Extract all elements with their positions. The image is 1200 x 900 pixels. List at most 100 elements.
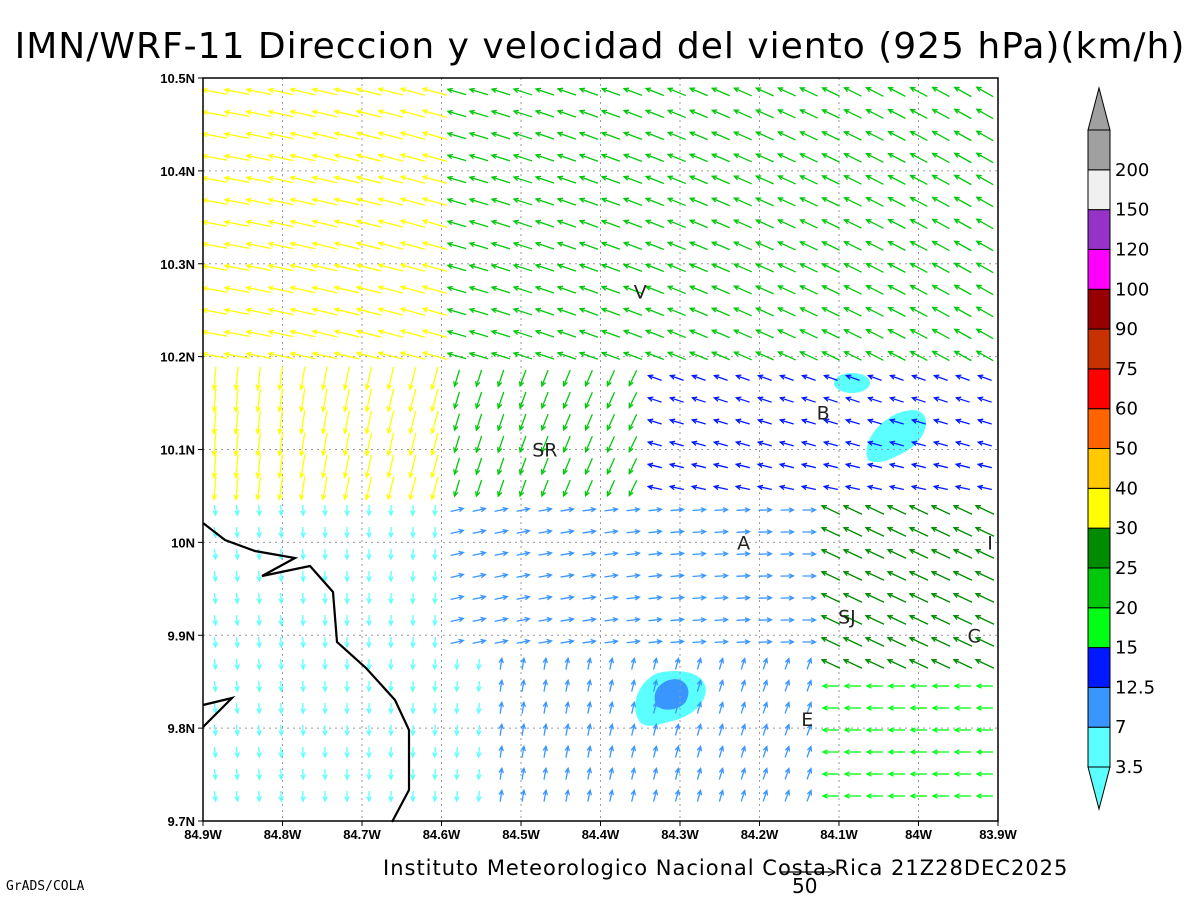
wind-vector-head <box>612 616 619 623</box>
wind-vector-head <box>674 700 681 708</box>
wind-vector-head <box>887 218 894 225</box>
wind-vector-head <box>223 197 230 204</box>
wind-vector <box>497 391 505 409</box>
wind-vector <box>431 366 439 390</box>
wind-vector-head <box>608 678 615 686</box>
wind-vector <box>976 284 994 296</box>
wind-vector <box>224 177 250 183</box>
wind-vector <box>302 592 304 604</box>
wind-vector-head <box>806 789 813 796</box>
wind-vector <box>447 220 467 228</box>
wind-vector-head <box>421 175 429 181</box>
wind-vector-head <box>546 638 553 645</box>
wind-vector <box>469 220 489 228</box>
wind-vector <box>279 658 283 670</box>
wind-vector <box>800 197 818 207</box>
colorbar-label: 3.5 <box>1115 757 1144 778</box>
wind-vector <box>865 527 885 537</box>
wind-vector <box>976 240 994 252</box>
wind-vector-head <box>568 594 575 601</box>
wind-vector-head <box>255 384 261 391</box>
wind-vector <box>387 454 395 478</box>
wind-vector-head <box>634 638 641 645</box>
wind-vector-head <box>668 440 676 446</box>
wind-vector <box>409 476 417 500</box>
wind-vector-head <box>732 175 740 181</box>
wind-vector <box>866 175 884 185</box>
wind-vector-head <box>446 329 453 336</box>
wind-vector <box>692 441 706 447</box>
wind-vector <box>822 219 840 229</box>
wind-vector-head <box>584 446 590 454</box>
wind-vector-head <box>512 153 520 159</box>
wind-vector-head <box>322 708 328 715</box>
x-tick-label: 84.5W <box>502 827 540 842</box>
wind-vector-head <box>788 529 795 535</box>
wind-vector-head <box>490 175 497 182</box>
wind-vector-head <box>520 700 526 708</box>
wind-vector <box>224 353 250 359</box>
wind-vector <box>648 485 662 491</box>
wind-vector-head <box>688 153 696 159</box>
wind-vector <box>475 435 483 453</box>
wind-vector-head <box>421 153 429 159</box>
wind-vector-head <box>600 175 608 181</box>
wind-vector <box>246 198 272 206</box>
wind-vector <box>334 88 360 96</box>
wind-vector-head <box>311 351 318 357</box>
wind-vector <box>557 88 577 96</box>
wind-vector <box>422 219 448 229</box>
wind-vector <box>344 410 350 434</box>
wind-vector <box>290 220 316 228</box>
wind-vector-head <box>710 329 718 335</box>
wind-vector-head <box>931 749 938 755</box>
wind-vector <box>257 790 261 802</box>
wind-vector <box>844 263 862 273</box>
wind-vector <box>268 308 294 316</box>
wind-vector-head <box>540 402 547 410</box>
wind-vector <box>565 724 569 736</box>
wind-vector-head <box>421 131 429 137</box>
wind-vector <box>431 432 439 456</box>
wind-vector <box>491 286 511 294</box>
wind-vector-head <box>843 749 850 755</box>
wind-vector-head <box>512 175 520 181</box>
wind-vector <box>800 109 818 119</box>
wind-vector-head <box>277 428 283 435</box>
wind-vector <box>422 87 448 97</box>
wind-vector-head <box>628 380 634 388</box>
wind-vector <box>224 111 250 117</box>
wind-vector-head <box>865 263 872 269</box>
wind-vector-head <box>590 528 597 535</box>
wind-vector <box>521 790 525 802</box>
wind-vector <box>585 369 593 387</box>
wind-vector <box>538 552 552 556</box>
wind-vector <box>667 351 687 361</box>
wind-vector-head <box>800 418 808 424</box>
wind-vector <box>213 658 217 670</box>
wind-vector-head <box>909 793 916 799</box>
wind-vector-head <box>700 639 707 645</box>
wind-vector <box>453 479 461 497</box>
city-label: I <box>987 532 993 554</box>
wind-vector <box>606 413 616 431</box>
wind-vector-head <box>821 793 828 799</box>
wind-vector <box>976 196 994 208</box>
wind-vector-head <box>700 595 707 601</box>
wind-vector-head <box>634 506 641 513</box>
wind-vector <box>447 352 467 360</box>
wind-vector <box>784 768 790 780</box>
wind-vector-head <box>344 576 350 583</box>
wind-vector-head <box>844 418 852 424</box>
wind-vector-head <box>910 418 918 424</box>
wind-vector <box>692 552 706 556</box>
y-tick-label: 10.2N <box>160 350 195 365</box>
wind-vector <box>784 790 790 802</box>
wind-vector <box>756 87 774 97</box>
wind-vector-head <box>668 418 676 424</box>
wind-vector <box>934 397 948 403</box>
wind-vector <box>453 435 461 453</box>
wind-vector-head <box>289 307 296 313</box>
wind-vector-head <box>788 573 795 579</box>
wind-vector <box>499 680 503 692</box>
